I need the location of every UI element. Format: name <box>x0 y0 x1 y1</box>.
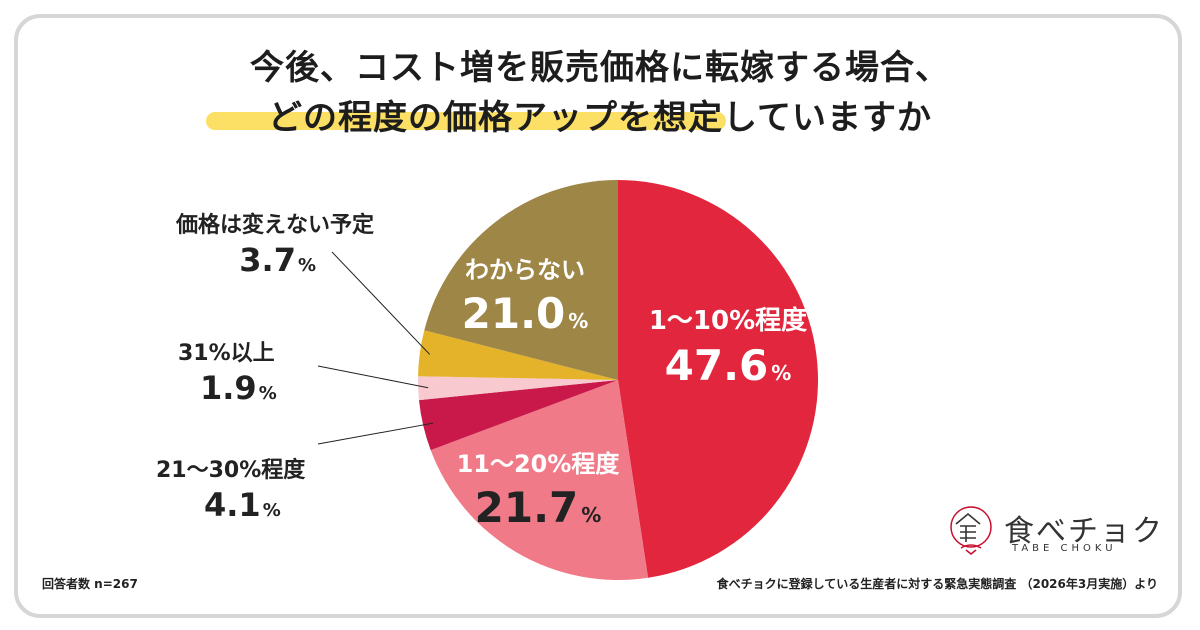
chart-title-line2: どの程度の価格アップを想定していますか <box>268 98 932 138</box>
label-unknown-number: 21.0 <box>461 289 566 338</box>
label-11-20-name: 11〜20%程度 <box>456 450 620 478</box>
label-no-change-number: 3.7 <box>239 241 296 279</box>
label-1-10-name: 1〜10%程度 <box>648 306 808 336</box>
respondents-note: 回答者数 n=267 <box>42 577 138 591</box>
title-highlight <box>206 112 726 130</box>
label-no-change: 価格は変えない予定 3.7% <box>110 207 374 279</box>
label-11-20-value: 21.7% <box>438 483 638 532</box>
label-1-10-value: 47.6% <box>628 341 828 390</box>
label-21-30-name: 21〜30%程度 <box>156 458 306 483</box>
label-21-30-value: 4.1% <box>156 486 305 524</box>
brand-name: 食べチョク <box>1004 514 1164 549</box>
leader-line-no-change <box>331 251 431 355</box>
label-31-plus-name: 31%以上 <box>178 341 275 366</box>
label-unknown-unit: % <box>568 309 589 333</box>
label-31-plus: 31%以上 1.9% <box>178 335 277 407</box>
slice-1-10 <box>618 180 818 578</box>
label-1-10-unit: % <box>771 361 792 385</box>
label-1-10-number: 47.6 <box>664 341 769 390</box>
label-unknown: わからない 21.0% <box>440 250 610 338</box>
brand-logo-icon <box>950 506 992 555</box>
leader-line-21-30 <box>317 422 434 445</box>
label-unknown-name: わからない <box>465 256 585 284</box>
label-31-plus-number: 1.9 <box>200 369 257 407</box>
label-31-plus-unit: % <box>258 383 277 404</box>
label-21-30-unit: % <box>262 500 281 521</box>
slice-no-change <box>418 330 618 380</box>
slice-unknown <box>424 180 618 380</box>
label-11-20-unit: % <box>581 503 602 527</box>
slice-11-20 <box>430 380 649 580</box>
label-21-30-number: 4.1 <box>204 486 261 524</box>
leader-line-31-plus <box>317 365 429 389</box>
label-11-20: 11〜20%程度 21.7% <box>438 444 638 532</box>
label-1-10: 1〜10%程度 47.6% <box>628 300 828 390</box>
chart-title-line1: 今後、コスト増を販売価格に転嫁する場合、 <box>250 48 950 88</box>
label-31-plus-value: 1.9% <box>178 369 277 407</box>
label-11-20-number: 21.7 <box>474 483 579 532</box>
label-no-change-name: 価格は変えない予定 <box>175 213 374 238</box>
slice-21-30 <box>419 380 618 451</box>
label-unknown-value: 21.0% <box>440 289 610 338</box>
label-no-change-value: 3.7% <box>110 241 374 279</box>
label-no-change-unit: % <box>297 255 316 276</box>
brand-name-en: TABE CHOKU <box>1012 543 1117 554</box>
label-21-30: 21〜30%程度 4.1% <box>156 452 305 524</box>
source-note: 食べチョクに登録している生産者に対する緊急実態調査 （2026年3月実施）より <box>716 577 1158 591</box>
slice-31-plus <box>418 376 618 401</box>
